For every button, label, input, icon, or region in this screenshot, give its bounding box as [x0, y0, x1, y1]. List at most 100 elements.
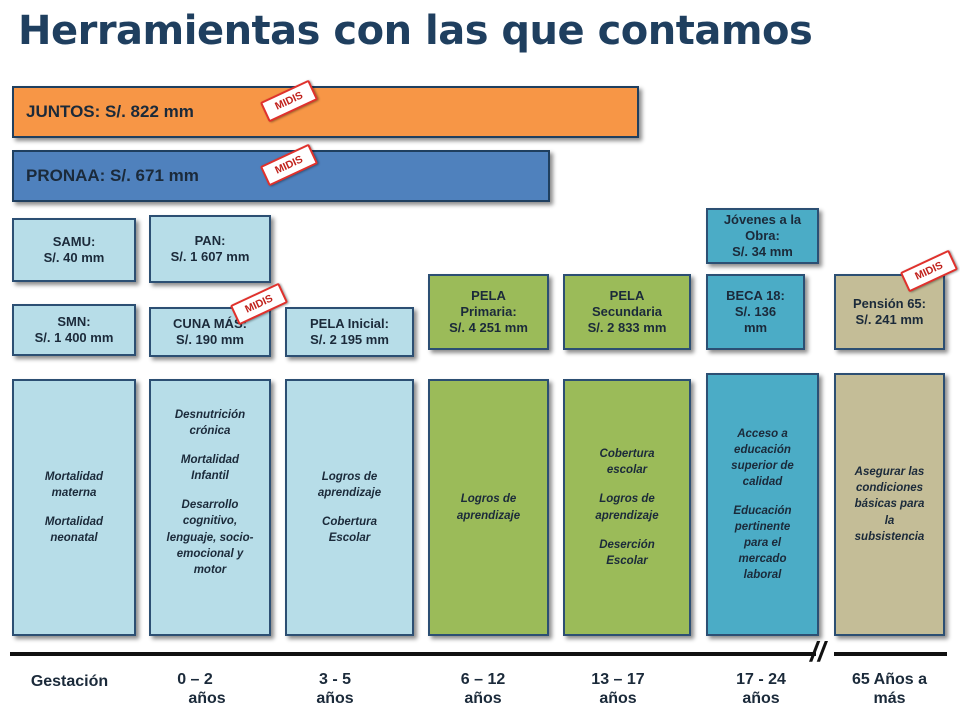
- smn-label: SMN:: [57, 313, 91, 329]
- outcome-text: educación: [734, 443, 791, 456]
- outcome-text: condiciones: [855, 482, 924, 495]
- outcome-text: calidad: [742, 475, 783, 488]
- beca18-label: BECA 18:: [726, 287, 785, 303]
- outcome-text: Logros de: [599, 493, 655, 506]
- tick-label: más: [873, 690, 906, 708]
- cuna-mas-amount: S/. 190 mm: [176, 332, 244, 347]
- pela-inicial-box: PELA Inicial: S/. 2 195 mm: [285, 307, 414, 357]
- tick-label: años: [742, 690, 780, 708]
- tick-17-24: 17 - 24 años: [706, 670, 816, 708]
- outcome-text: para el: [743, 537, 782, 550]
- outcome-text: superior de: [731, 459, 794, 472]
- tick-3-5: 3 - 5 años: [280, 670, 390, 708]
- outcome-text: escolar: [606, 464, 648, 477]
- tick-label: años: [464, 690, 502, 708]
- outcome-text: aprendizaje: [317, 486, 382, 499]
- outcome-text: básicas para: [854, 498, 925, 511]
- tick-label: años: [316, 690, 354, 708]
- tick-label: 17 - 24: [736, 671, 786, 688]
- tick-65: 65 Años a más: [832, 670, 947, 708]
- jovenes-amount: S/. 34 mm: [732, 244, 793, 260]
- outcome-text: Deserción: [599, 538, 655, 551]
- samu-box: SAMU: S/. 40 mm: [12, 218, 136, 282]
- beca18-box: BECA 18: S/. 136 mm: [706, 274, 805, 350]
- pela-secundaria-box: PELA Secundaria S/. 2 833 mm: [563, 274, 691, 350]
- tick-label: 3 - 5: [318, 671, 351, 688]
- outcome-text: Infantil: [191, 470, 229, 483]
- tick-13-17: 13 – 17 años: [563, 670, 673, 708]
- tick-label: años: [599, 690, 637, 708]
- samu-label: SAMU:: [52, 233, 96, 249]
- outcome-text: cognitivo,: [182, 515, 238, 528]
- beca18-unit: mm: [743, 320, 768, 336]
- outcome-text: Escolar: [606, 554, 648, 567]
- pela-primaria-box: PELA Primaria: S/. 4 251 mm: [428, 274, 549, 350]
- outcome-text: Acceso a: [737, 427, 788, 440]
- outcome-text: motor: [193, 563, 227, 576]
- outcome-text: Cobertura: [599, 448, 655, 461]
- pronaa-label: PRONAA: S/. 671 mm: [26, 166, 199, 185]
- tick-label: 6 – 12: [460, 671, 506, 688]
- juntos-label: JUNTOS: S/. 822 mm: [26, 102, 194, 121]
- outcome-text: la: [884, 514, 895, 527]
- pela-primaria-label: PELA: [471, 287, 506, 303]
- tick-0-2: 0 – 2 años: [140, 670, 250, 708]
- pension65-amount: S/. 241 mm: [855, 312, 924, 327]
- jovenes-label: Jóvenes a la: [723, 211, 802, 227]
- outcome-3-5: Logros de aprendizaje Cobertura Escolar: [285, 379, 414, 636]
- outcome-text: Asegurar las: [854, 466, 925, 479]
- smn-box: SMN: S/. 1 400 mm: [12, 304, 136, 356]
- outcome-text: Desarrollo: [181, 499, 239, 512]
- samu-amount: S/. 40 mm: [43, 250, 105, 265]
- outcome-text: aprendizaje: [456, 509, 521, 522]
- jovenes-box: Jóvenes a la Obra: S/. 34 mm: [706, 208, 819, 264]
- outcome-text: Desnutrición: [174, 409, 246, 421]
- outcome-text: Logros de: [321, 470, 378, 483]
- pan-label: PAN:: [194, 232, 226, 248]
- cuna-mas-box: CUNA MÁS: S/. 190 mm: [149, 307, 271, 357]
- pela-secundaria-amount: S/. 2 833 mm: [587, 320, 667, 336]
- timeline-axis-right: [834, 652, 947, 656]
- pension65-label: Pensión 65:: [853, 295, 926, 311]
- outcome-gestacion: Mortalidad materna Mortalidad neonatal: [12, 379, 136, 636]
- outcome-65: Asegurar las condiciones básicas para la…: [834, 373, 945, 636]
- cuna-mas-label: CUNA MÁS:: [173, 315, 247, 331]
- outcome-13-17: Cobertura escolar Logros de aprendizaje …: [563, 379, 691, 636]
- pela-secundaria-label: PELA: [609, 287, 645, 303]
- pela-inicial-label: PELA Inicial:: [310, 315, 389, 331]
- outcome-text: aprendizaje: [595, 509, 659, 522]
- tick-label: 13 – 17: [591, 671, 645, 688]
- jovenes-sublabel: Obra:: [745, 227, 780, 243]
- outcome-6-12: Logros de aprendizaje: [428, 379, 549, 636]
- juntos-bar: JUNTOS: S/. 822 mm: [12, 86, 639, 138]
- pela-primaria-sublabel: Primaria:: [460, 303, 517, 319]
- outcome-text: Logros de: [460, 493, 517, 506]
- timeline-axis-left: [10, 652, 816, 656]
- pan-amount: S/. 1 607 mm: [170, 249, 250, 264]
- pela-primaria-amount: S/. 4 251 mm: [449, 320, 528, 336]
- tick-label: 65 Años a: [852, 671, 927, 688]
- outcome-text: mercado: [738, 553, 787, 566]
- outcome-text: crónica: [189, 425, 231, 438]
- smn-amount: S/. 1 400 mm: [34, 330, 114, 345]
- page-title: Herramientas con las que contamos: [18, 8, 813, 54]
- outcome-17-24: Acceso a educación superior de calidad E…: [706, 373, 819, 636]
- tick-6-12: 6 – 12 años: [428, 670, 538, 708]
- pela-secundaria-sublabel: Secundaria: [591, 303, 663, 319]
- outcome-text: neonatal: [50, 532, 98, 545]
- outcome-text: Educación: [733, 504, 792, 517]
- beca18-amount: S/. 136: [734, 303, 777, 319]
- pela-inicial-amount: S/. 2 195 mm: [310, 332, 389, 347]
- outcome-text: Escolar: [328, 532, 371, 545]
- outcome-text: Mortalidad: [44, 470, 104, 483]
- pension65-box: Pensión 65: S/. 241 mm: [834, 274, 945, 350]
- outcome-text: subsistencia: [854, 530, 925, 543]
- tick-label: Gestación: [30, 673, 109, 690]
- outcome-text: materna: [51, 486, 97, 499]
- tick-label: años: [188, 690, 226, 708]
- outcome-text: lenguaje, socio-: [166, 531, 254, 544]
- pan-box: PAN: S/. 1 607 mm: [149, 215, 271, 283]
- axis-break-mark: //: [810, 636, 826, 667]
- outcome-0-2: Desnutrición crónica Mortalidad Infantil…: [149, 379, 271, 636]
- outcome-text: Mortalidad: [180, 454, 240, 467]
